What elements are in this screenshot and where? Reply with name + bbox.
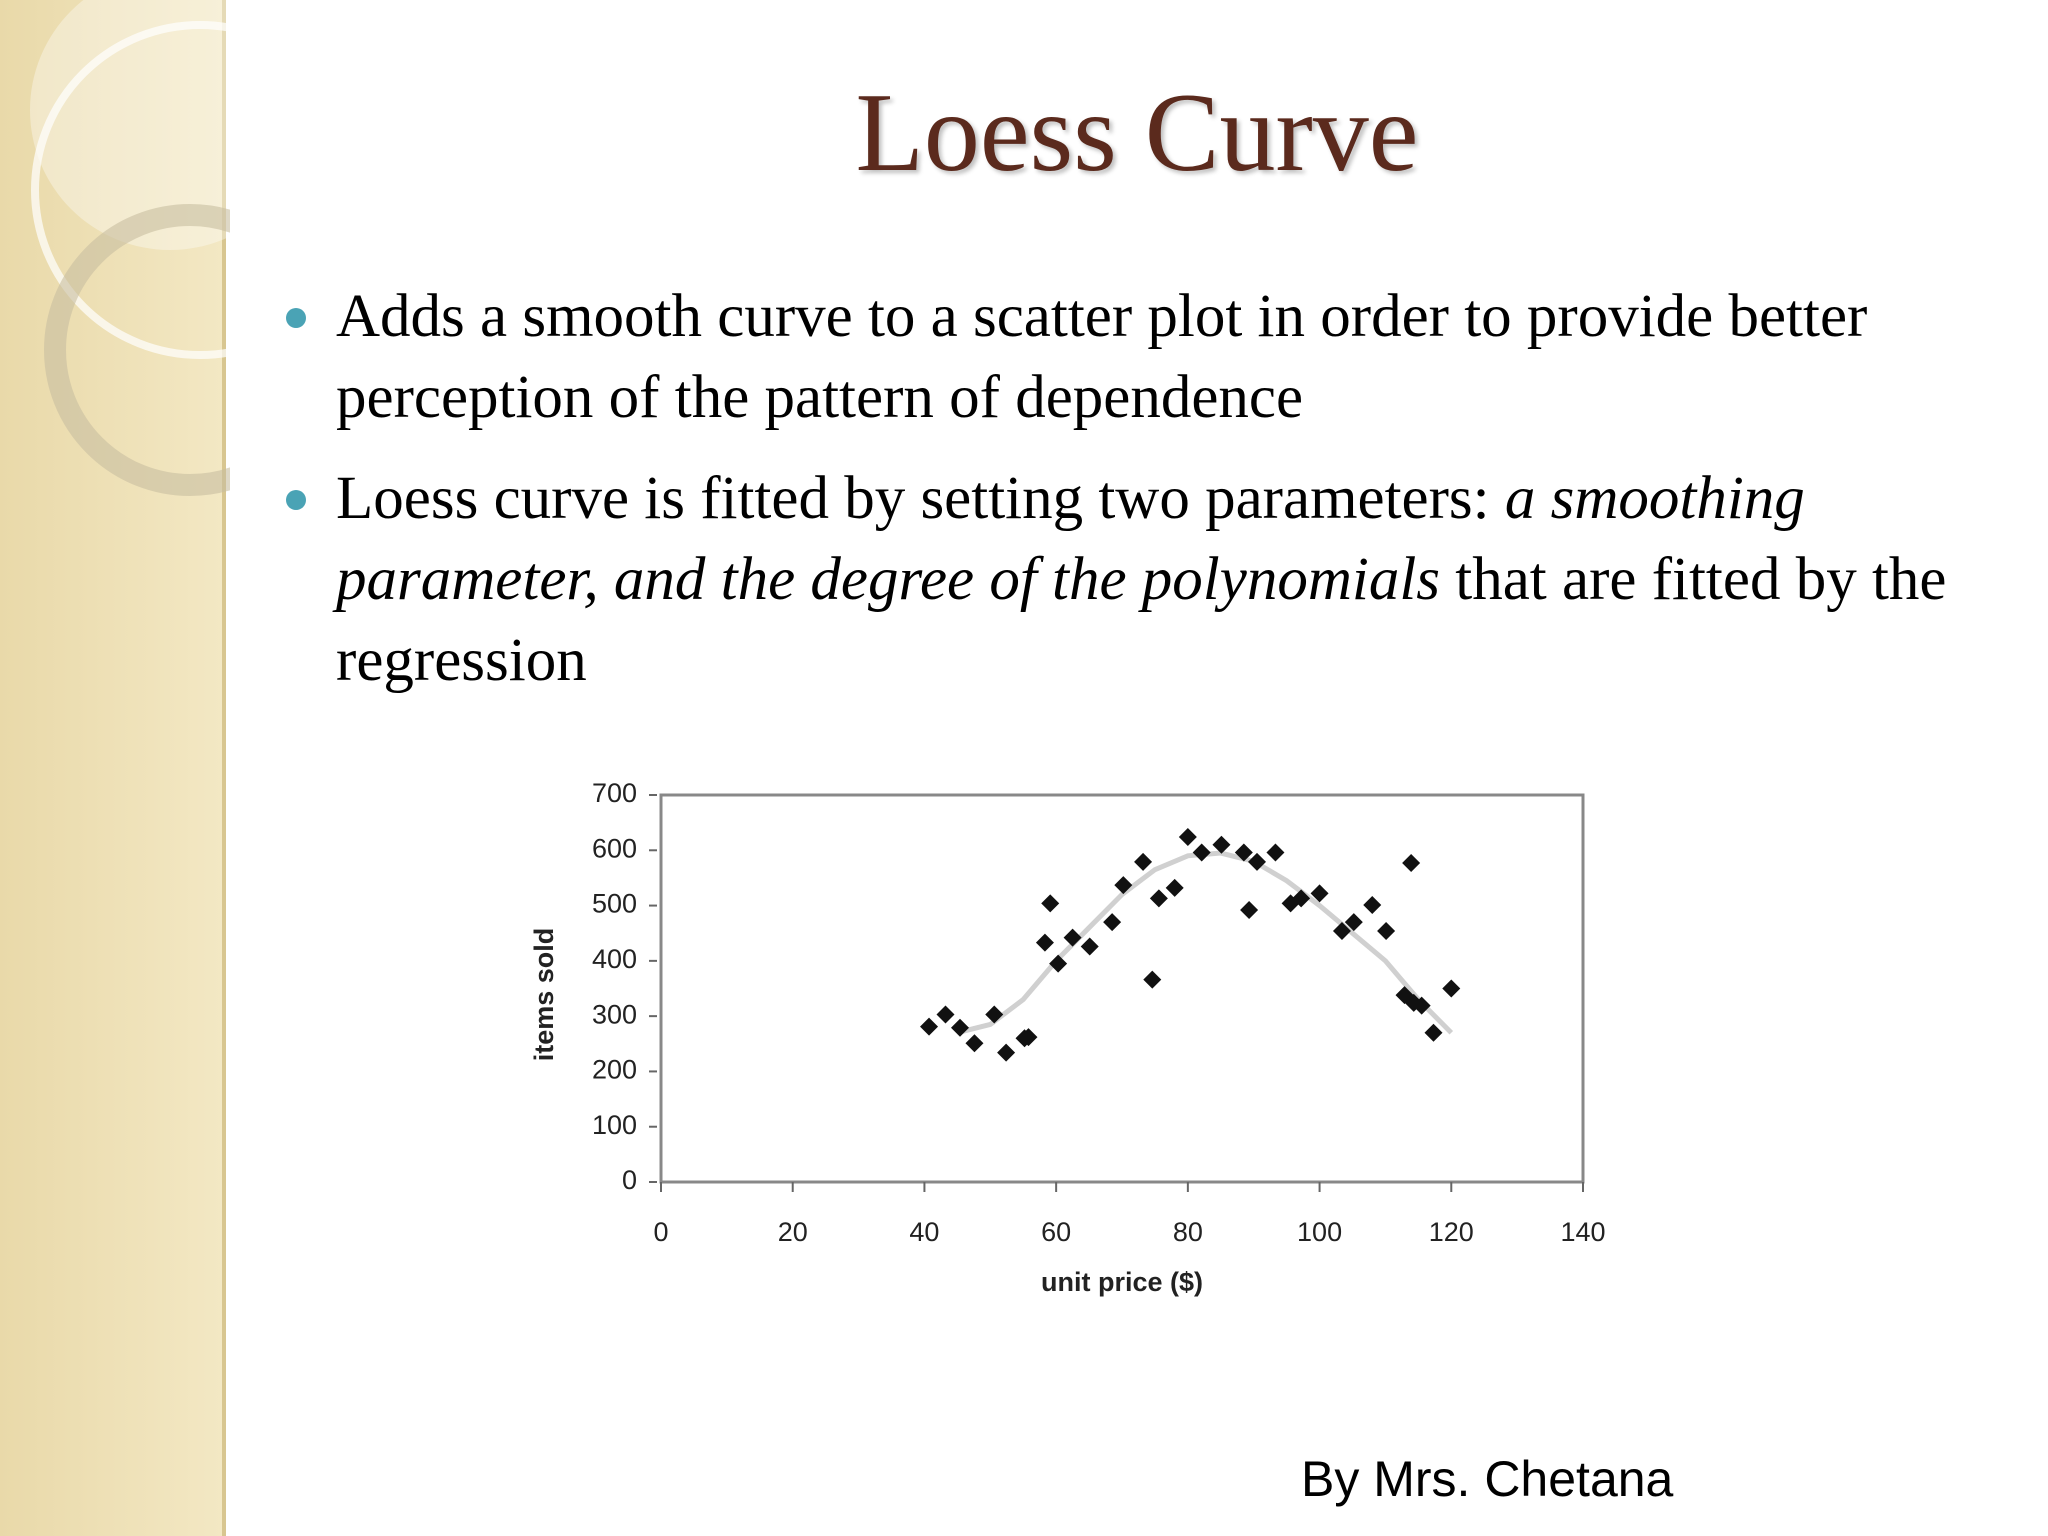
- point: [1266, 843, 1285, 862]
- point: [997, 1043, 1016, 1062]
- point: [1377, 922, 1396, 941]
- point: [1178, 828, 1197, 847]
- point: [965, 1034, 984, 1053]
- y-tick-label: 0: [622, 1165, 637, 1195]
- bullet: Adds a smooth curve to a scatter plot in…: [286, 276, 2048, 438]
- point: [985, 1005, 1004, 1024]
- plot-frame: [659, 793, 1585, 1184]
- sidebar: [0, 0, 230, 1536]
- x-tick-label: 20: [778, 1217, 808, 1247]
- x-tick-label: 140: [1560, 1217, 1605, 1247]
- y-tick-label: 200: [592, 1055, 637, 1085]
- x-tick-label: 80: [1173, 1217, 1203, 1247]
- point: [1134, 852, 1153, 871]
- point: [1212, 835, 1231, 854]
- point: [1424, 1023, 1443, 1042]
- point: [1149, 889, 1168, 908]
- point: [1165, 878, 1184, 897]
- point: [1402, 854, 1421, 873]
- x-axis-label: unit price ($): [1041, 1267, 1203, 1297]
- point: [920, 1017, 939, 1036]
- point: [1019, 1028, 1038, 1047]
- point: [1143, 970, 1162, 989]
- point: [1080, 937, 1099, 956]
- point: [1412, 996, 1431, 1015]
- point: [1240, 900, 1259, 919]
- point: [1332, 922, 1351, 941]
- x-tick-label: 120: [1429, 1217, 1474, 1247]
- point: [1041, 894, 1060, 913]
- x-tick-label: 60: [1041, 1217, 1071, 1247]
- point: [1114, 876, 1133, 895]
- y-tick-label: 300: [592, 999, 637, 1029]
- bullet-text: that are fitted by the regression: [336, 546, 1947, 694]
- point: [1063, 928, 1082, 947]
- point: [1363, 896, 1382, 915]
- x-tick-label: 40: [909, 1217, 939, 1247]
- point: [1344, 913, 1363, 932]
- point: [1103, 913, 1122, 932]
- point: [1234, 843, 1253, 862]
- y-tick-label: 500: [592, 889, 637, 919]
- point: [950, 1018, 969, 1037]
- y-tick-label: 100: [592, 1110, 637, 1140]
- point: [1248, 852, 1267, 871]
- footer: By Mrs. Chetana: [1301, 1451, 1674, 1507]
- bullet-text-italic: a smoothing parameter, and the degree of…: [336, 465, 1805, 613]
- slide-title: Loess Curve: [855, 71, 1419, 195]
- y-axis-label: items sold: [529, 928, 559, 1062]
- y-tick-label: 400: [592, 944, 637, 974]
- point: [1035, 933, 1054, 952]
- bullet-text: Adds a smooth curve to a scatter plot in…: [336, 283, 1868, 431]
- y-tick-label: 700: [592, 778, 637, 808]
- loess-curve: [956, 850, 1454, 1036]
- x-tick-label: 100: [1297, 1217, 1342, 1247]
- point: [1310, 884, 1329, 903]
- point: [1442, 979, 1461, 998]
- bullet: Loess curve is fitted by setting two par…: [286, 458, 2048, 701]
- x-tick-label: 0: [653, 1217, 668, 1247]
- y-tick-label: 600: [592, 833, 637, 863]
- point: [1192, 843, 1211, 862]
- point: [936, 1005, 955, 1024]
- bullet-text: Loess curve is fitted by setting two par…: [336, 465, 1505, 532]
- point: [1049, 954, 1068, 973]
- point: [1292, 889, 1311, 908]
